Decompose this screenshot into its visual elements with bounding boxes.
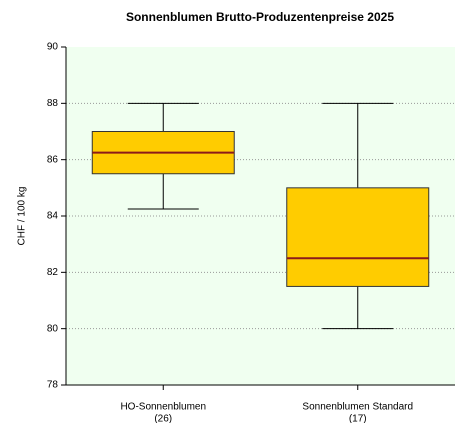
y-tick-label: 80 bbox=[47, 323, 59, 334]
y-tick-label: 90 bbox=[47, 42, 59, 53]
y-tick-label: 78 bbox=[47, 380, 59, 391]
y-tick-label: 86 bbox=[47, 154, 59, 165]
count-label: (17) bbox=[349, 414, 367, 423]
box bbox=[286, 187, 430, 287]
y-tick-label: 88 bbox=[47, 98, 59, 109]
y-tick-label: 82 bbox=[47, 267, 59, 278]
x-tick-label: HO-Sonnenblumen bbox=[120, 402, 206, 413]
y-axis-label: CHF / 100 kg bbox=[17, 187, 28, 246]
x-tick-label: Sonnenblumen Standard bbox=[302, 402, 413, 413]
chart-title: Sonnenblumen Brutto-Produzentenpreise 20… bbox=[126, 10, 394, 24]
y-tick-label: 84 bbox=[47, 211, 59, 222]
count-label: (26) bbox=[154, 414, 172, 423]
